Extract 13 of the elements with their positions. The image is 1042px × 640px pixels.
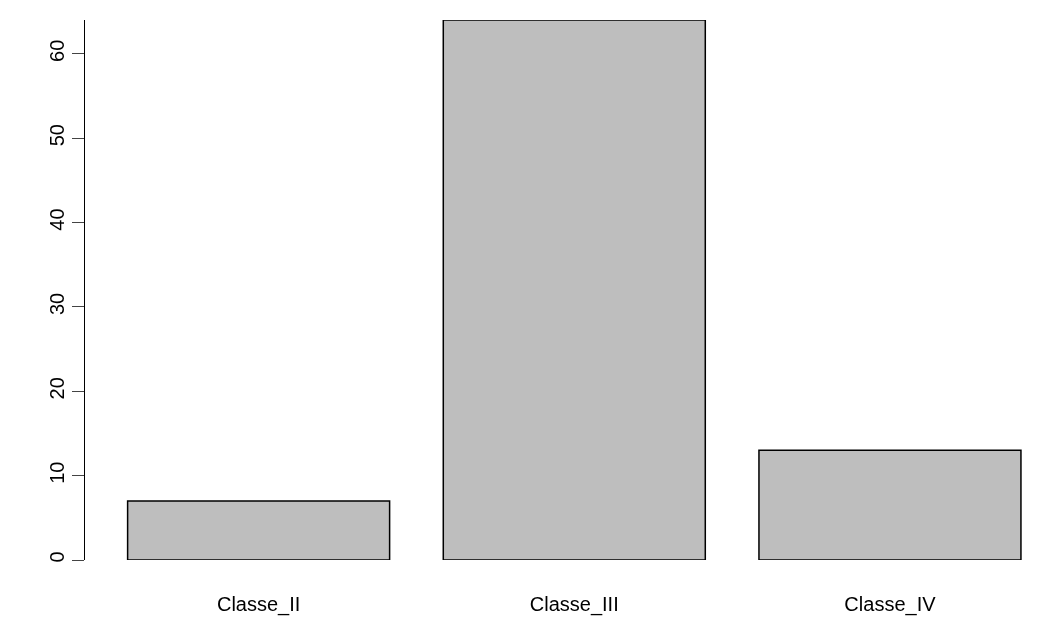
y-tick-label: 50 [46, 124, 68, 147]
bar [126, 500, 391, 560]
y-tick-label: 20 [46, 377, 68, 400]
x-tick-label: Classe_III [529, 593, 619, 616]
bar [758, 449, 1022, 560]
x-tick-label: Classe_IV [844, 593, 937, 616]
y-tick-label: 60 [46, 39, 68, 62]
y-tick-label: 10 [46, 461, 68, 484]
y-tick-label: 30 [46, 292, 68, 316]
y-tick-label: 40 [46, 208, 68, 231]
y-tick-label: 0 [46, 551, 68, 563]
x-tick-label: Classe_II [216, 593, 301, 616]
bar [442, 20, 707, 560]
